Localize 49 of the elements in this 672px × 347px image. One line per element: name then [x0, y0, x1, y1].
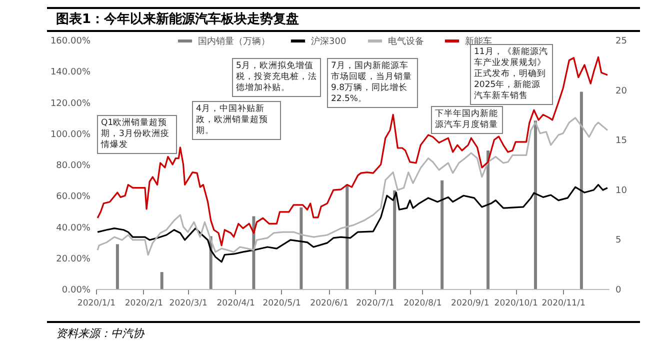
y-tick-label: 140.00%	[50, 68, 91, 78]
legend-label: 沪深300	[311, 36, 346, 47]
x-tick-label: 2020/1/1	[77, 298, 116, 308]
line-series	[96, 117, 608, 256]
y-tick-label: 0.00%	[62, 286, 91, 296]
x-tick-label: 2020/5/1	[262, 298, 301, 308]
line-series	[96, 184, 608, 263]
line-series	[96, 56, 608, 246]
y2-tick-label: 10	[616, 186, 628, 196]
y-tick-label: 80.00%	[56, 161, 91, 171]
bar	[580, 92, 583, 289]
bar	[440, 180, 444, 289]
y2-tick-label: 0	[616, 286, 622, 296]
y-tick-label: 60.00%	[56, 192, 91, 202]
annotation: 4月，中国补贴新政，欧洲销量超预期。	[192, 101, 281, 140]
text: 资料来源：中汽协	[56, 326, 144, 341]
annotation: 11月，《新能源汽车产业发展规划》正式发布，明确到2025年，新能源汽车新车销售	[470, 44, 553, 105]
annotation: 7月，国内新能源车市场回暖，当月销量9.8万辆，同比增长22.5%。	[327, 58, 418, 108]
y2-tick-label: 25	[616, 36, 627, 46]
x-tick-label: 2020/8/1	[404, 298, 442, 308]
bar	[534, 120, 537, 289]
y-tick-label: 40.00%	[56, 223, 91, 234]
x-tick-label: 2020/2/1	[124, 298, 164, 308]
bar	[346, 184, 349, 289]
x-tick-label: 2020/7/1	[356, 298, 394, 308]
chart-title: 图表1：今年以来新能源汽车板块走势复盘	[56, 10, 300, 28]
bar	[393, 190, 396, 289]
bar	[300, 207, 303, 289]
x-tick-label: 2020/11/1	[542, 298, 586, 308]
annotation: 5月，欧洲拟免增值税，投资充电桩，法德增加补贴。	[232, 58, 321, 97]
y2-tick-label: 5	[616, 236, 622, 246]
y-tick-label: 100.00%	[50, 130, 91, 140]
legend-label: 国内销量（万辆）	[198, 36, 270, 47]
bar	[160, 272, 164, 289]
x-tick-label: 2020/6/1	[310, 298, 348, 308]
y-tick-label: 160.00%	[50, 36, 91, 46]
annotation: Q1欧洲销量超预期，3月份欧洲疫情爆发	[97, 115, 177, 154]
x-tick-label: 2020/9/1	[451, 298, 490, 308]
y-tick-label: 120.00%	[50, 98, 91, 109]
legend-label: 电气设备	[388, 36, 424, 47]
bar	[116, 244, 119, 289]
x-tick-label: 2020/3/1	[169, 298, 208, 308]
y2-tick-label: 20	[616, 86, 628, 96]
y-tick-label: 20.00%	[56, 254, 91, 264]
x-tick-label: 2020/4/1	[216, 298, 255, 308]
y2-tick-label: 15	[616, 136, 627, 146]
x-tick-label: 2020/10/1	[494, 298, 538, 308]
bar	[486, 150, 490, 289]
annotation: 下半年国内新能源汽车月度销量	[431, 106, 503, 134]
